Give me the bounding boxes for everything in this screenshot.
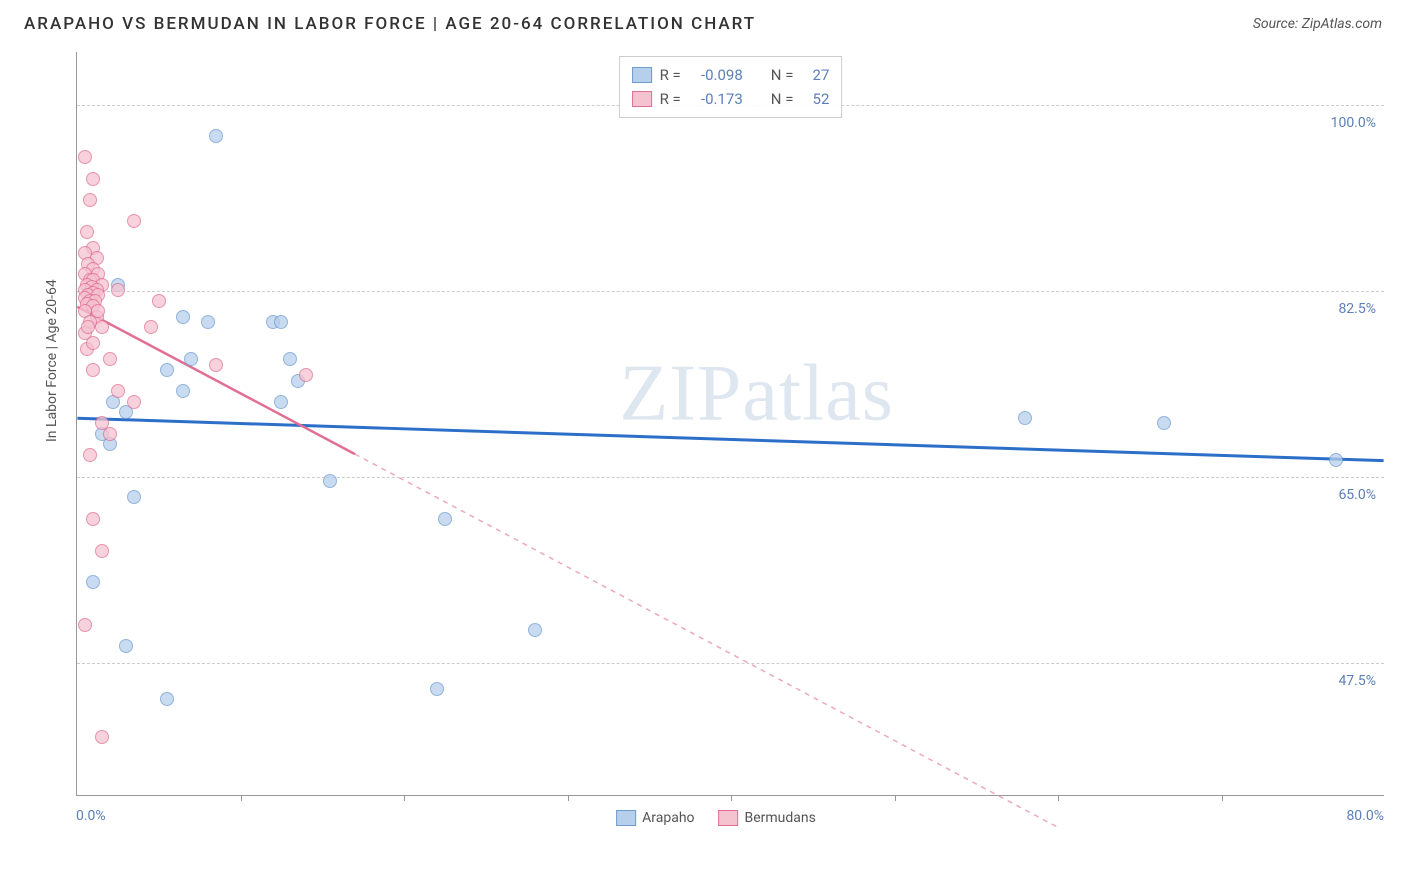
scatter-point [83,448,97,462]
scatter-point [152,294,166,308]
y-axis-tick-label: 47.5% [1338,673,1376,689]
x-axis-tick [404,795,405,801]
x-axis-tick [1222,795,1223,801]
scatter-point [95,320,109,334]
scatter-point [111,283,125,297]
scatter-point [86,575,100,589]
x-axis-max-label: 80.0% [1346,808,1384,824]
scatter-point [1157,416,1171,430]
scatter-point [86,363,100,377]
x-axis-tick [731,795,732,801]
trend-line-solid [77,307,355,454]
chart-title: ARAPAHO VS BERMUDAN IN LABOR FORCE | AGE… [24,14,756,34]
legend-swatch [616,810,636,826]
scatter-point [81,320,95,334]
scatter-point [78,150,92,164]
r-value: -0.173 [689,87,743,111]
legend-stat-row: R = -0.098 N = 27 [632,63,830,87]
scatter-point [201,315,215,329]
r-label: R = [660,63,681,87]
x-axis-tick [568,795,569,801]
scatter-point [274,395,288,409]
gridline [77,477,1384,478]
r-value: -0.098 [689,63,743,87]
x-axis-tick [895,795,896,801]
x-axis-tick [1058,795,1059,801]
scatter-point [176,384,190,398]
scatter-point [91,304,105,318]
scatter-point [184,352,198,366]
scatter-point [78,618,92,632]
x-axis-min-label: 0.0% [76,808,106,824]
y-axis-tick-label: 100.0% [1331,115,1376,131]
legend-series-item: Arapaho [616,810,694,826]
chart-container: In Labor Force | Age 20-64 ZIPatlas R = … [48,52,1384,832]
trend-lines [77,52,1384,795]
scatter-point [127,490,141,504]
scatter-point [1018,411,1032,425]
n-value: 52 [801,87,829,111]
scatter-point [127,395,141,409]
scatter-point [438,512,452,526]
scatter-point [83,193,97,207]
series-legend: Arapaho Bermudans [616,810,816,826]
n-value: 27 [801,63,829,87]
legend-series-label: Arapaho [642,810,694,826]
trend-line-solid [77,418,1383,460]
scatter-point [274,315,288,329]
y-axis-tick-label: 65.0% [1338,487,1376,503]
gridline [77,291,1384,292]
scatter-point [323,474,337,488]
scatter-point [209,358,223,372]
legend-series-item: Bermudans [719,810,816,826]
scatter-point [119,639,133,653]
plot-area: ZIPatlas R = -0.098 N = 27 R = -0.173 N … [76,52,1384,796]
scatter-point [95,730,109,744]
r-label: R = [660,87,681,111]
scatter-point [176,310,190,324]
scatter-point [1329,453,1343,467]
y-axis-tick-label: 82.5% [1338,301,1376,317]
scatter-point [144,320,158,334]
n-label: N = [771,87,794,111]
y-axis-title: In Labor Force | Age 20-64 [44,279,60,442]
trend-line-dashed [355,454,1057,827]
legend-swatch [719,810,739,826]
n-label: N = [771,63,794,87]
scatter-point [160,692,174,706]
legend-stat-row: R = -0.173 N = 52 [632,87,830,111]
legend-swatch [632,67,652,83]
correlation-legend: R = -0.098 N = 27 R = -0.173 N = 52 [619,56,843,118]
legend-series-label: Bermudans [745,810,816,826]
scatter-point [299,368,313,382]
scatter-point [430,682,444,696]
scatter-point [86,512,100,526]
x-axis-tick [241,795,242,801]
scatter-point [528,623,542,637]
source-attribution: Source: ZipAtlas.com [1253,16,1382,32]
scatter-point [103,427,117,441]
scatter-point [209,129,223,143]
scatter-point [111,384,125,398]
legend-swatch [632,91,652,107]
scatter-point [160,363,174,377]
scatter-point [103,352,117,366]
scatter-point [283,352,297,366]
scatter-point [86,172,100,186]
gridline [77,663,1384,664]
scatter-point [127,214,141,228]
scatter-point [95,544,109,558]
scatter-point [80,225,94,239]
scatter-point [86,336,100,350]
